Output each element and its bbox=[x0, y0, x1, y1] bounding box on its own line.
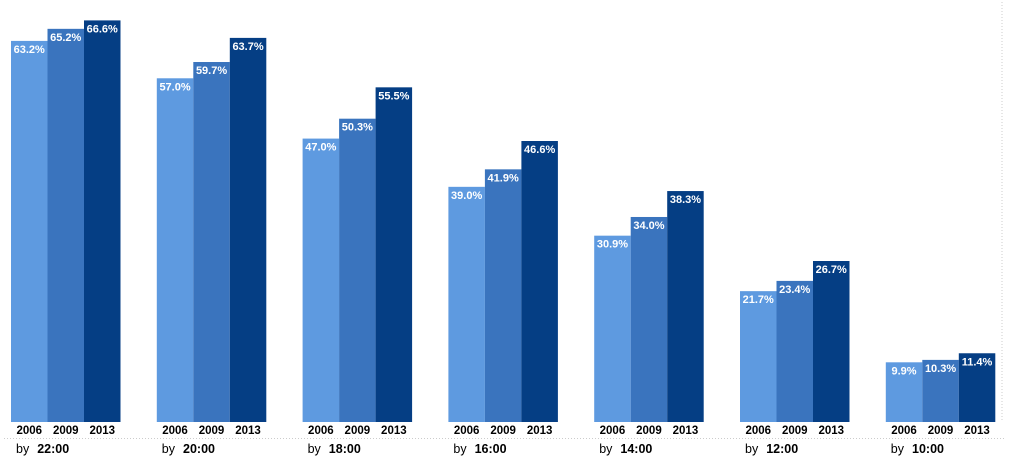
year-tick-label: 2006 bbox=[454, 425, 480, 437]
data-label: 11.4% bbox=[962, 356, 993, 368]
year-tick-label: 2013 bbox=[235, 425, 261, 437]
category-label: by 18:00 bbox=[308, 442, 361, 456]
year-tick-label: 2013 bbox=[89, 425, 115, 437]
data-label: 38.3% bbox=[670, 194, 701, 206]
data-label: 66.6% bbox=[87, 23, 118, 35]
group-labels-layer: by 22:00 by 20:00 by 18:00 by 16:00 by 14:00 by 12:… bbox=[16, 442, 944, 456]
category-prefix: by bbox=[599, 442, 613, 456]
bar-2009-2000 bbox=[193, 62, 230, 422]
bars-layer bbox=[11, 20, 996, 423]
category-prefix: by bbox=[745, 442, 759, 456]
data-labels-layer: 63.2% 65.2% 66.6% 57.0% 59.7% 63.7% 47.0% 50.3%… bbox=[14, 23, 993, 377]
data-label: 55.5% bbox=[378, 90, 409, 102]
year-tick-label: 2009 bbox=[928, 425, 954, 437]
data-label: 47.0% bbox=[305, 142, 336, 154]
bar-2013-1000 bbox=[958, 353, 996, 422]
data-label: 57.0% bbox=[159, 81, 190, 93]
data-label: 46.6% bbox=[524, 144, 555, 156]
category-label: by 12:00 bbox=[745, 442, 798, 456]
year-tick-label: 2006 bbox=[308, 425, 334, 437]
year-tick-label: 2009 bbox=[782, 425, 808, 437]
category-time: 14:00 bbox=[620, 442, 652, 456]
bar-2013-1200 bbox=[813, 261, 850, 422]
category-time: 12:00 bbox=[766, 442, 798, 456]
bar-2009-1600 bbox=[484, 169, 522, 422]
year-tick-label: 2006 bbox=[162, 425, 188, 437]
bar-2009-1200 bbox=[776, 280, 813, 422]
year-tick-label: 2006 bbox=[745, 425, 771, 437]
category-prefix: by bbox=[162, 442, 176, 456]
category-label: by 22:00 bbox=[16, 442, 69, 456]
data-label: 63.2% bbox=[14, 44, 45, 56]
year-tick-label: 2009 bbox=[53, 425, 79, 437]
category-prefix: by bbox=[891, 442, 905, 456]
bar-2006-1400 bbox=[594, 235, 631, 422]
year-tick-label: 2009 bbox=[199, 425, 225, 437]
year-tick-label: 2006 bbox=[600, 425, 626, 437]
year-tick-label: 2013 bbox=[381, 425, 407, 437]
data-label: 9.9% bbox=[892, 365, 917, 377]
category-time: 18:00 bbox=[329, 442, 361, 456]
data-label: 41.9% bbox=[488, 172, 519, 184]
bar-2013-1800 bbox=[375, 87, 413, 422]
year-labels-layer: 2006 2009 2013 2006 2009 2013 2006 2009 2013 2006… bbox=[16, 425, 989, 437]
year-tick-label: 2013 bbox=[964, 425, 990, 437]
data-label: 63.7% bbox=[232, 41, 263, 53]
data-label: 10.3% bbox=[925, 363, 956, 375]
data-label: 65.2% bbox=[50, 32, 81, 44]
category-label: by 16:00 bbox=[453, 442, 506, 456]
bar-2009-1400 bbox=[630, 216, 668, 422]
bar-2009-2200 bbox=[47, 28, 84, 423]
category-label: by 14:00 bbox=[599, 442, 652, 456]
category-time: 22:00 bbox=[37, 442, 69, 456]
bar-2009-1000 bbox=[922, 359, 959, 422]
data-label: 59.7% bbox=[196, 65, 227, 77]
bar-2013-1400 bbox=[667, 191, 704, 422]
year-tick-label: 2009 bbox=[490, 425, 516, 437]
category-time: 20:00 bbox=[183, 442, 215, 456]
year-tick-label: 2006 bbox=[16, 425, 42, 437]
data-label: 39.0% bbox=[451, 190, 482, 202]
bar-2013-2000 bbox=[229, 37, 267, 422]
category-time: 16:00 bbox=[475, 442, 507, 456]
data-label: 21.7% bbox=[743, 294, 774, 306]
bar-2013-2200 bbox=[84, 20, 121, 423]
bar-2006-1200 bbox=[740, 291, 777, 422]
year-tick-label: 2009 bbox=[636, 425, 662, 437]
category-prefix: by bbox=[308, 442, 322, 456]
data-label: 26.7% bbox=[816, 264, 847, 276]
bar-2006-1800 bbox=[302, 138, 340, 422]
year-tick-label: 2009 bbox=[345, 425, 371, 437]
year-tick-label: 2006 bbox=[891, 425, 917, 437]
bar-2006-1600 bbox=[448, 186, 485, 422]
bar-2009-1800 bbox=[339, 118, 376, 422]
bar-2006-2000 bbox=[156, 78, 194, 422]
bar-2006-2200 bbox=[11, 40, 48, 423]
category-label: by 10:00 bbox=[891, 442, 944, 456]
data-label: 50.3% bbox=[342, 122, 373, 134]
data-label: 34.0% bbox=[633, 220, 664, 232]
category-time: 10:00 bbox=[912, 442, 944, 456]
year-tick-label: 2013 bbox=[818, 425, 844, 437]
data-label: 30.9% bbox=[597, 239, 628, 251]
data-label: 23.4% bbox=[779, 284, 810, 296]
bar-2013-1600 bbox=[521, 141, 558, 422]
category-prefix: by bbox=[453, 442, 467, 456]
category-label: by 20:00 bbox=[162, 442, 215, 456]
year-tick-label: 2013 bbox=[527, 425, 553, 437]
year-tick-label: 2013 bbox=[673, 425, 699, 437]
category-prefix: by bbox=[16, 442, 30, 456]
bar-2006-1000 bbox=[885, 362, 923, 422]
